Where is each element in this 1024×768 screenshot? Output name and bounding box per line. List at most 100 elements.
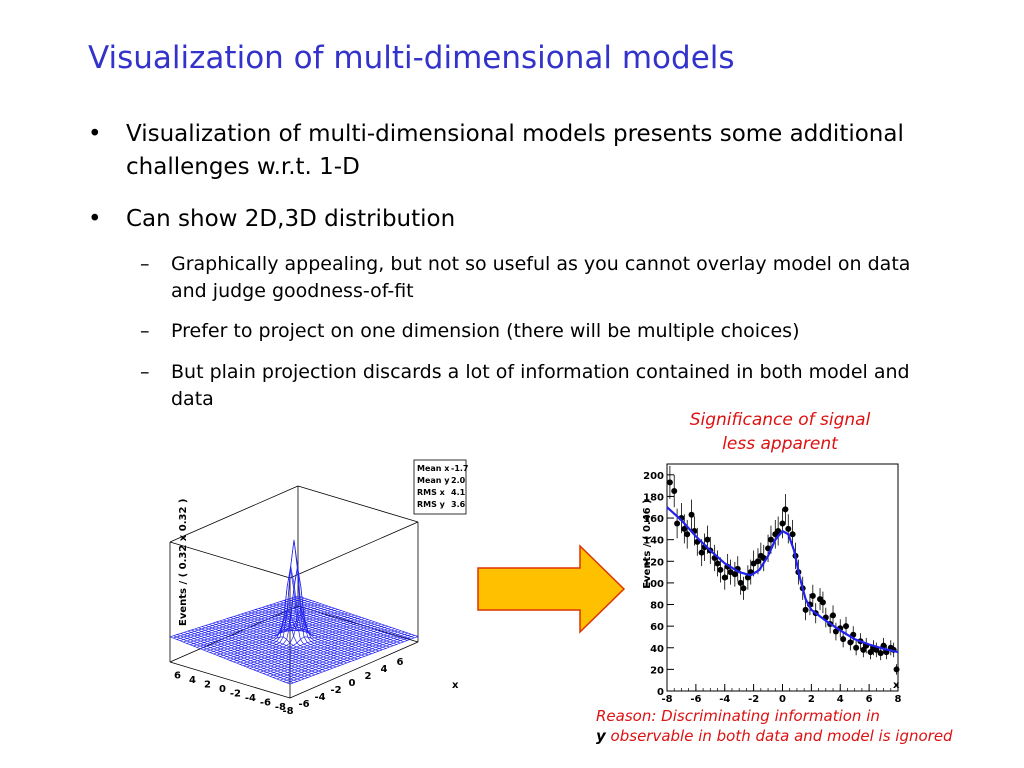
mesh-line-y (248, 611, 369, 656)
mesh-line-y (223, 619, 344, 665)
surface-box-frame (169, 485, 419, 699)
mesh-line-y (294, 596, 415, 639)
mesh-line-y (187, 630, 308, 678)
data-point (873, 646, 880, 653)
mesh-line-y (191, 629, 312, 677)
data-point (880, 642, 887, 649)
reason-note-line1: Reason: Discriminating information in (596, 707, 880, 725)
x-axis-label: x (893, 680, 900, 691)
x-tick-label: 4 (381, 664, 388, 675)
data-point (674, 520, 681, 527)
y-tick-label: 6 (174, 671, 181, 682)
data-point (754, 558, 761, 565)
subbullet-1-text: Graphically appealing, but not so useful… (171, 253, 911, 302)
data-point (847, 639, 854, 646)
y-axis-ticks: 86420-2-4-6-8 (174, 671, 286, 714)
y-tick-label: -4 (245, 693, 256, 704)
mesh-line-y (176, 634, 298, 682)
mesh-line-y (198, 627, 319, 674)
right-arrow (477, 544, 626, 634)
z-axis-label: Events / ( 0.32 x 0.32 ) (178, 499, 189, 626)
data-point (782, 506, 789, 513)
data-point (671, 488, 678, 495)
bullet-symbol: • (88, 121, 102, 147)
stats-value: 2.0 (451, 476, 466, 485)
data-point (740, 585, 747, 592)
x-tick-label: 0 (779, 694, 786, 705)
bullet-2-text: Can show 2D,3D distribution (126, 206, 456, 232)
mesh-line-y (251, 610, 372, 655)
data-point (775, 528, 782, 535)
mesh-line-y (226, 613, 348, 664)
significance-note-line2: less apparent (722, 434, 838, 454)
x-tick-label: 2 (365, 671, 372, 682)
mesh-line-y (280, 601, 401, 644)
mesh-line-y (297, 595, 419, 637)
y-tick-label: 0 (657, 687, 664, 698)
data-point (684, 531, 691, 538)
surface-mesh (169, 539, 419, 685)
mesh-line-y (169, 636, 291, 685)
y-axis-ticks: 0 20 40 60 80 100 120 140 160 180 200 (643, 471, 674, 698)
mesh-line-y (219, 620, 340, 666)
mesh-line-y (208, 623, 330, 670)
mesh-line-y (265, 605, 387, 649)
data-point (840, 636, 847, 643)
box-edge (297, 485, 419, 523)
x-tick-label: -8 (282, 706, 293, 717)
box-edge (169, 661, 291, 699)
slide-title: Visualization of multi-dimensional model… (88, 40, 735, 76)
mesh-line-y (269, 604, 390, 648)
data-point (809, 592, 816, 599)
x-tick-label: -4 (719, 694, 730, 705)
box-edge (169, 485, 299, 543)
mesh-line-y (216, 621, 337, 668)
data-point (681, 525, 688, 532)
fit-curve (666, 506, 899, 654)
y-tick-label: -2 (230, 689, 241, 700)
mesh-line-y (272, 603, 394, 647)
mesh-line-y (240, 608, 362, 658)
y-tick-label: 2 (204, 680, 211, 691)
significance-note: Significance of signal less apparent (660, 408, 900, 456)
stats-label: Mean y (417, 476, 450, 485)
data-point (802, 606, 809, 613)
mesh-line-y (205, 625, 326, 672)
mesh-line-y (262, 606, 383, 651)
mesh-line-y (255, 609, 376, 653)
reason-note: Reason: Discriminating information in y … (596, 706, 1016, 746)
data-point (721, 574, 728, 581)
reason-note-line2: y observable in both data and model is i… (596, 726, 1016, 746)
x-tick-label: -8 (661, 694, 672, 705)
x-tick-label: 8 (895, 694, 902, 705)
data-point (688, 511, 695, 518)
subbullet-3-text: But plain projection discards a lot of i… (171, 361, 910, 410)
mesh-line-x (169, 595, 299, 638)
y-tick-label: 100 (643, 579, 664, 590)
stats-box-frame (413, 459, 467, 515)
mesh-line-y (184, 631, 305, 680)
y-tick-label: 0 (219, 684, 226, 695)
subbullet-symbol: – (140, 361, 150, 383)
mesh-line-y (276, 602, 397, 645)
arrow-shape (477, 544, 626, 634)
mesh-line-y (201, 626, 323, 673)
data-point (714, 560, 721, 567)
mesh-line-y (180, 633, 301, 681)
stats-value: 3.6 (451, 500, 466, 509)
y-tick-label: 180 (643, 492, 664, 503)
box-edge (289, 521, 419, 579)
mesh-line-y (237, 566, 358, 660)
data-point (779, 520, 786, 527)
x-axis-label: x (452, 680, 459, 691)
x-tick-label: -2 (748, 694, 759, 705)
data-point (860, 646, 867, 653)
data-point (877, 650, 884, 657)
mesh-line-y (290, 597, 412, 640)
data-point (867, 649, 874, 656)
mesh-line-x (229, 539, 359, 661)
y-tick-label: 60 (650, 622, 664, 633)
bullet-1-text: Visualization of multi-dimensional model… (126, 121, 904, 180)
